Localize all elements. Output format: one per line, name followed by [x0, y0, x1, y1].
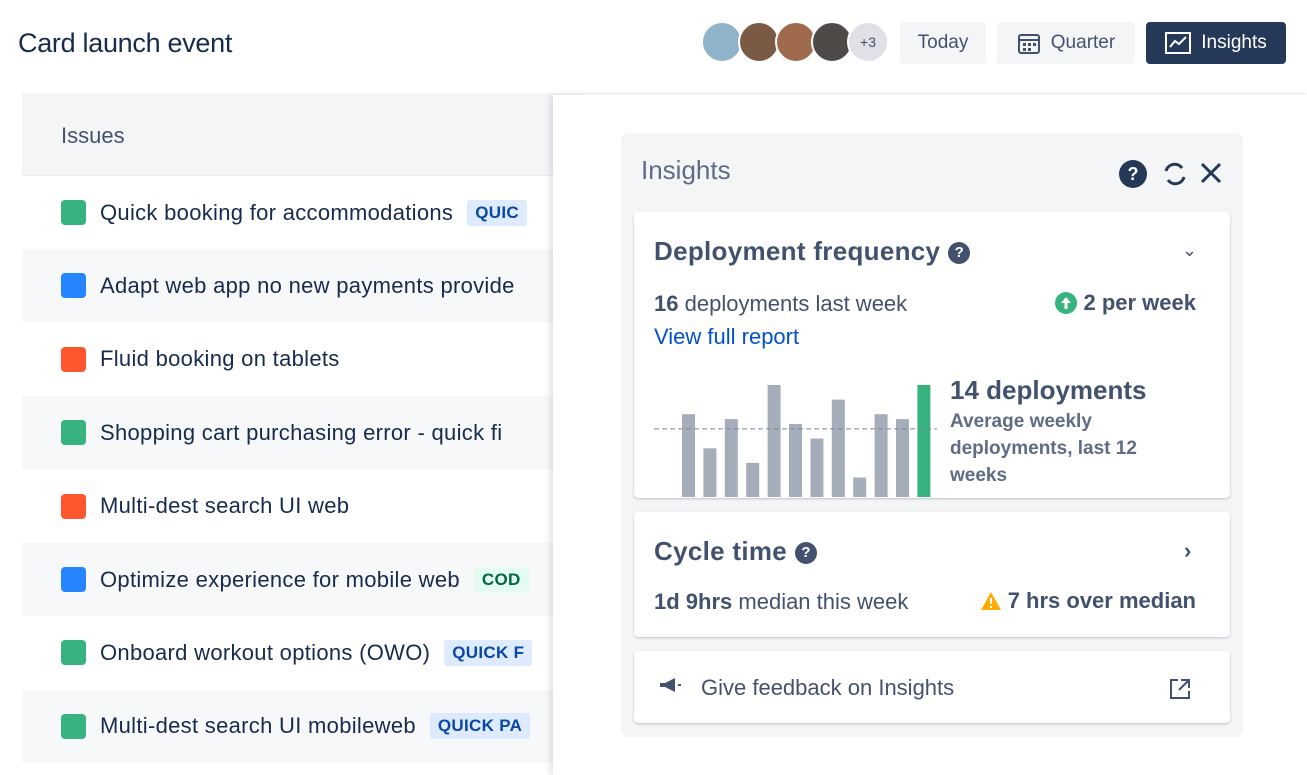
issue-type-icon — [61, 567, 86, 592]
report-link[interactable]: View full report — [654, 324, 800, 349]
button-label: Today — [917, 32, 969, 53]
issue-tag: QUICK PA — [429, 713, 531, 740]
issue-row[interactable]: Adapt web app no new payments provide — [22, 249, 582, 323]
cycle-text: median this week — [738, 589, 909, 614]
issue-title: Optimize experience for mobile web — [100, 566, 460, 592]
issue-row[interactable]: Optimize experience for mobile web COD — [22, 543, 582, 616]
deployment-chart — [654, 385, 937, 497]
avatar[interactable] — [811, 21, 853, 63]
cycle-value: 1d 9hrs — [654, 589, 733, 614]
close-icon[interactable] — [1200, 162, 1222, 184]
warning-text: 7 hrs over median — [1007, 588, 1196, 613]
page-title: Card launch event — [18, 28, 233, 58]
quarter-button[interactable]: Quarter — [997, 22, 1135, 64]
issue-row[interactable]: Multi-dest search UI mobileweb QUICK PA — [22, 689, 582, 763]
bar — [874, 414, 888, 497]
issue-type-icon — [61, 420, 86, 446]
issue-row[interactable]: Fluid booking on tablets — [22, 322, 582, 396]
deploy-text: deployments last week — [684, 291, 908, 316]
bar — [682, 414, 695, 497]
avatar[interactable] — [738, 21, 780, 63]
issue-tag: QUICK F — [444, 639, 533, 666]
cycle-card: Cycle time? › 1d 9hrs median this week 7… — [634, 512, 1230, 637]
issue-row[interactable]: Shopping cart purchasing error - quick f… — [22, 396, 582, 470]
issue-row[interactable]: Quick booking for accommodations QUIC — [22, 176, 582, 249]
feedback-text: Give feedback on Insights — [701, 675, 955, 700]
issue-type-icon — [61, 640, 86, 666]
button-label: Insights — [1201, 32, 1267, 53]
warning: 7 hrs over median — [980, 588, 1196, 614]
average-value: 14 deployments — [950, 375, 1147, 405]
button-label: Quarter — [1050, 32, 1116, 53]
cycle-summary: 1d 9hrs median this week — [654, 589, 908, 615]
issue-type-icon — [61, 200, 86, 225]
avatar[interactable] — [701, 21, 743, 63]
issue-type-icon — [61, 493, 86, 519]
warning-icon — [980, 592, 1001, 610]
panel-actions: ? — [1119, 160, 1222, 188]
bar — [917, 385, 931, 497]
help-icon[interactable] — [1119, 160, 1147, 188]
issue-title: Fluid booking on tablets — [100, 346, 340, 372]
issue-row[interactable]: Multi-dest search UI web — [22, 469, 582, 543]
insights-button[interactable]: Insights — [1146, 22, 1286, 64]
deployment-card: Deployment frequency? ⌄ 16 deployments l… — [634, 212, 1230, 498]
expand-icon[interactable]: › — [1184, 538, 1192, 563]
card-title-text: Cycle time — [654, 536, 788, 566]
issue-type-icon — [61, 346, 86, 372]
bar — [746, 462, 760, 497]
card-title-text: Deployment frequency — [654, 236, 941, 266]
deploy-summary: 16 deployments last week — [654, 291, 907, 317]
external-link-icon — [1170, 679, 1190, 699]
issue-row[interactable]: Onboard workout options (OWO) QUICK F — [22, 616, 582, 690]
average-note: Average weekly deployments, last 12 week… — [950, 411, 1137, 486]
trend: 2 per week — [1055, 290, 1196, 316]
avatar[interactable] — [775, 21, 817, 63]
issue-type-icon — [61, 273, 86, 299]
issue-type-icon — [61, 713, 86, 739]
issue-title: Adapt web app no new payments provide — [100, 272, 515, 298]
bar — [810, 438, 824, 497]
bar — [831, 399, 845, 497]
issues-header: Issues — [22, 93, 582, 176]
card-title: Deployment frequency? — [654, 236, 971, 267]
issue-title: Multi-dest search UI web — [100, 493, 350, 519]
bar — [789, 423, 802, 497]
issue-tag: COD — [473, 566, 529, 593]
deploy-count: 16 — [654, 291, 679, 316]
bar — [767, 385, 781, 497]
card-title: Cycle time? — [654, 536, 818, 567]
megaphone-icon — [660, 678, 681, 692]
calendar-icon — [1017, 34, 1040, 54]
today-button[interactable]: Today — [900, 22, 986, 64]
trend-up-icon — [1055, 292, 1078, 314]
issue-tag: QUIC — [467, 199, 527, 226]
bar — [896, 419, 909, 497]
chart-icon — [1165, 32, 1192, 54]
help-icon[interactable]: ? — [795, 542, 818, 565]
bar — [724, 419, 738, 497]
help-glyph: ? — [1128, 164, 1139, 184]
feedback-card[interactable]: Give feedback on Insights — [634, 651, 1230, 723]
issue-title: Shopping cart purchasing error - quick f… — [100, 419, 503, 445]
issue-title: Onboard workout options (OWO) — [100, 639, 431, 665]
issue-title: Multi-dest search UI mobileweb — [100, 713, 416, 739]
issues-heading: Issues — [61, 123, 125, 148]
avatar-more[interactable]: +3 — [847, 21, 889, 63]
bar — [703, 448, 717, 497]
panel-title: Insights — [641, 155, 731, 185]
trend-text: 2 per week — [1083, 290, 1196, 315]
help-icon[interactable]: ? — [948, 242, 971, 265]
collapse-icon[interactable]: ⌄ — [1182, 240, 1198, 260]
issue-title: Quick booking for accommodations — [100, 199, 454, 225]
refresh-icon[interactable] — [1164, 162, 1186, 186]
bar — [853, 477, 867, 497]
